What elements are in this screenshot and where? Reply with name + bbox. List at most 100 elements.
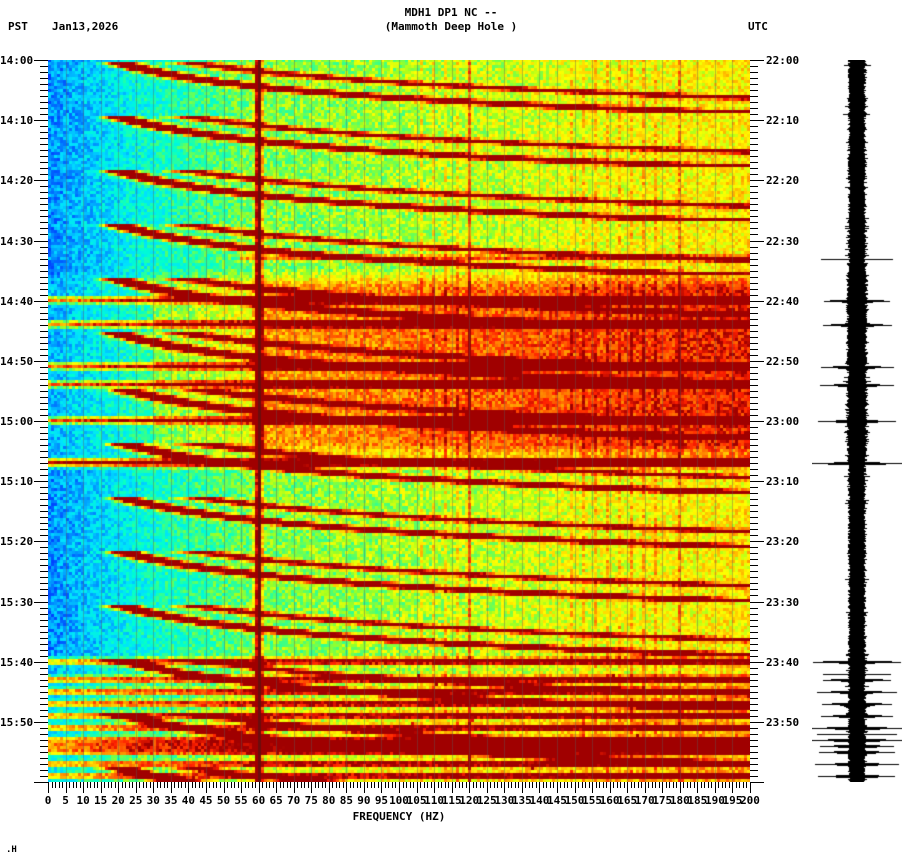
axis-tick <box>750 337 758 338</box>
axis-tick <box>40 277 48 278</box>
axis-tick <box>750 752 758 753</box>
axis-tick <box>750 150 758 151</box>
axis-tick <box>596 782 597 788</box>
freq-tick-45: 45 <box>199 794 213 807</box>
spectrogram-image <box>48 60 750 782</box>
axis-tick <box>40 475 48 476</box>
axis-tick <box>750 722 764 723</box>
axis-tick <box>40 349 48 350</box>
axis-tick <box>308 782 309 788</box>
freq-tick-160: 160 <box>599 794 620 807</box>
axis-tick <box>252 782 253 788</box>
axis-tick <box>40 403 48 404</box>
axis-tick <box>40 174 48 175</box>
axis-tick <box>40 228 48 229</box>
axis-tick <box>736 782 737 788</box>
axis-tick <box>108 782 109 788</box>
axis-tick <box>266 782 267 788</box>
axis-tick <box>462 782 463 788</box>
axis-tick <box>469 782 470 793</box>
freq-tick-40: 40 <box>181 794 196 807</box>
axis-tick <box>673 782 674 788</box>
axis-tick <box>40 650 48 651</box>
axis-tick <box>648 782 649 788</box>
axis-tick <box>55 782 56 788</box>
axis-tick <box>40 385 48 386</box>
axis-tick <box>525 782 526 788</box>
spectrogram-plot[interactable] <box>48 60 750 782</box>
axis-tick <box>750 60 764 61</box>
axis-tick <box>750 565 758 566</box>
axis-tick <box>750 114 758 115</box>
time-axis-pst: 14:00 14:10 14:20 14:30 14:40 14:50 15:00 15:10… <box>0 54 48 783</box>
axis-tick <box>750 391 758 392</box>
time-tick-utc-9: 23:30 <box>766 595 800 609</box>
axis-tick <box>40 589 48 590</box>
axis-tick <box>40 583 48 584</box>
axis-tick <box>438 782 439 788</box>
axis-tick <box>202 782 203 788</box>
freq-tick-135: 135 <box>511 794 532 807</box>
axis-tick <box>662 782 663 793</box>
axis-tick <box>40 517 48 518</box>
axis-tick <box>40 620 48 621</box>
axis-tick <box>750 451 758 452</box>
axis-tick <box>40 547 48 548</box>
seismogram-trace-panel[interactable] <box>812 60 902 782</box>
axis-tick <box>40 451 48 452</box>
axis-tick <box>750 355 758 356</box>
axis-tick <box>40 132 48 133</box>
axis-tick <box>378 782 379 788</box>
axis-tick <box>750 541 764 542</box>
axis-tick <box>283 782 284 788</box>
axis-tick <box>750 674 758 675</box>
axis-tick <box>40 553 48 554</box>
axis-tick <box>750 259 758 260</box>
axis-tick <box>241 782 242 793</box>
axis-tick <box>750 632 758 633</box>
axis-tick <box>750 192 758 193</box>
axis-tick <box>750 204 758 205</box>
axis-tick <box>97 782 98 788</box>
time-tick-pst-2: 14:20 <box>0 174 34 188</box>
axis-tick <box>40 192 48 193</box>
time-tick-pst-8: 15:20 <box>0 535 34 549</box>
axis-tick <box>750 716 758 717</box>
axis-tick <box>40 253 48 254</box>
axis-tick <box>750 547 758 548</box>
axis-tick <box>294 782 295 793</box>
x-axis-label: FREQUENCY (HZ) <box>352 810 446 823</box>
axis-tick <box>40 469 48 470</box>
axis-tick <box>40 265 48 266</box>
station-title: MDH1 DP1 NC -- <box>404 6 498 19</box>
axis-tick <box>40 295 48 296</box>
axis-tick <box>40 644 48 645</box>
time-tick-pst-0: 14:00 <box>0 54 34 67</box>
axis-tick <box>750 331 758 332</box>
axis-tick <box>750 680 758 681</box>
axis-tick <box>40 325 48 326</box>
axis-tick <box>599 782 600 788</box>
axis-tick <box>146 782 147 788</box>
axis-tick <box>420 782 421 788</box>
freq-tick-130: 130 <box>494 794 515 807</box>
axis-tick <box>40 126 48 127</box>
axis-tick <box>40 373 48 374</box>
axis-tick <box>129 782 130 788</box>
axis-tick <box>620 782 621 788</box>
axis-tick <box>40 204 48 205</box>
timezone-left-label: PST <box>8 20 28 33</box>
axis-tick <box>195 782 196 788</box>
axis-tick <box>40 686 48 687</box>
axis-tick <box>34 421 48 422</box>
axis-tick <box>431 782 432 788</box>
axis-tick <box>343 782 344 788</box>
freq-tick-10: 10 <box>76 794 90 807</box>
axis-tick <box>659 782 660 788</box>
axis-tick <box>750 210 758 211</box>
axis-tick <box>40 559 48 560</box>
timezone-right-label: UTC <box>748 20 768 33</box>
axis-tick <box>750 96 758 97</box>
freq-tick-65: 65 <box>269 794 283 807</box>
axis-tick <box>617 782 618 788</box>
